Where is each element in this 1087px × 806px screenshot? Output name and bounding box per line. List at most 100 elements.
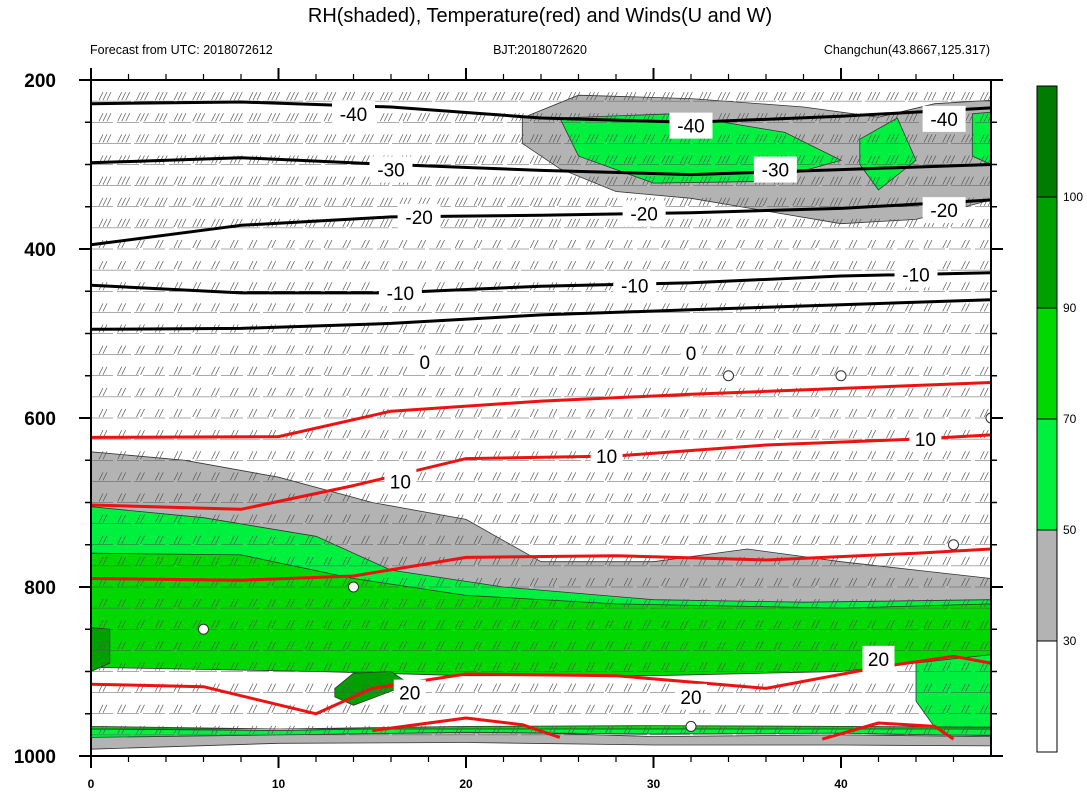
wind-barb — [867, 176, 881, 185]
wind-barb — [661, 260, 670, 270]
wind-barb — [811, 260, 820, 270]
wind-barb-tick — [908, 176, 914, 185]
wind-barb — [754, 324, 764, 333]
wind-barb — [136, 218, 149, 228]
wind-barb — [323, 176, 337, 185]
wind-barb-tick — [290, 134, 295, 143]
wind-barb — [454, 535, 464, 544]
wind-barb — [961, 324, 970, 333]
wind-barb — [736, 218, 749, 228]
wind-barb — [154, 514, 164, 523]
wind-barb-tick — [196, 197, 202, 206]
wind-barb-tick — [102, 514, 108, 523]
wind-barb — [623, 155, 637, 164]
wind-barb-tick — [323, 429, 329, 439]
wind-barb-tick — [698, 324, 704, 333]
wind-barb — [848, 514, 858, 523]
wind-barb-tick — [308, 598, 314, 608]
wind-barb-tick — [215, 387, 220, 397]
wind-barb-tick — [398, 134, 404, 143]
wind-barb-tick — [327, 260, 333, 270]
wind-barb — [417, 535, 427, 544]
wind-barb-tick — [740, 91, 745, 101]
wind-barb-tick — [1003, 198, 1007, 206]
wind-barb-tick — [890, 324, 895, 333]
wind-barb-tick — [777, 472, 783, 481]
wind-barb — [867, 514, 877, 523]
wind-barb-tick — [140, 472, 145, 481]
wind-barb-tick — [140, 598, 145, 608]
wind-barb-tick — [290, 176, 295, 185]
wind-barb — [436, 260, 445, 270]
wind-barb-tick — [815, 134, 820, 143]
wind-barb-tick — [792, 197, 798, 206]
wind-barb-tick — [908, 91, 914, 101]
wind-barb-tick — [646, 134, 652, 143]
wind-barb-tick — [552, 155, 558, 164]
wind-barb — [436, 535, 445, 544]
wind-barb-tick — [533, 218, 539, 228]
wind-barb-tick — [211, 451, 216, 460]
wind-barb-tick — [890, 472, 895, 481]
wind-barb-tick — [173, 535, 179, 544]
wind-barb — [136, 620, 145, 629]
wind-barb-tick — [361, 577, 366, 587]
wind-barb-tick — [965, 366, 970, 375]
wind-barb-tick — [811, 451, 816, 460]
wind-barb-tick — [796, 324, 802, 333]
wind-barb — [361, 260, 370, 270]
wind-barb-tick — [965, 91, 970, 101]
wind-barb-tick — [177, 218, 183, 228]
wind-barb-tick — [702, 577, 708, 587]
wind-barb-tick — [552, 345, 558, 354]
wind-barb-tick — [567, 176, 573, 185]
wind-barb-tick — [646, 91, 652, 101]
wind-barb-tick — [533, 345, 539, 354]
wind-barb-tick — [908, 408, 914, 418]
wind-barb-tick — [927, 155, 933, 164]
wind-barb-tick — [177, 134, 183, 143]
wind-barb-tick — [500, 91, 506, 101]
wind-barb-tick — [886, 282, 891, 291]
wind-barb — [999, 367, 1007, 375]
wind-barb-tick — [942, 134, 948, 143]
wind-barb-tick — [758, 577, 764, 587]
wind-barb-tick — [444, 155, 449, 164]
wind-barb-tick — [229, 345, 235, 354]
wind-barb — [999, 515, 1007, 523]
wind-barb — [773, 91, 787, 101]
wind-barb-tick — [192, 345, 198, 354]
wind-barb — [361, 451, 370, 460]
wind-barb — [904, 598, 914, 608]
wind-barb — [304, 514, 314, 523]
wind-barb — [679, 408, 689, 418]
wind-barb-tick — [458, 598, 464, 608]
wind-barb — [454, 239, 464, 249]
wind-barb-tick — [361, 387, 366, 397]
wind-barb-tick — [121, 303, 127, 312]
wind-barb-tick — [511, 345, 516, 354]
wind-barb-tick — [154, 535, 160, 544]
wind-barb-tick — [965, 239, 970, 249]
wind-barb-tick — [436, 345, 441, 354]
wind-barb — [154, 91, 168, 101]
wind-barb-tick — [211, 113, 216, 122]
wind-barb-tick — [158, 408, 164, 418]
wind-barb-tick — [608, 345, 614, 354]
wind-barb — [961, 366, 970, 375]
wind-barb-tick — [777, 282, 783, 291]
wind-barb — [529, 493, 539, 502]
wind-barb-tick — [98, 218, 104, 228]
wind-barb — [211, 303, 220, 312]
wind-barb-tick — [552, 134, 558, 143]
wind-barb-tick — [721, 197, 727, 206]
wind-barb-tick — [548, 514, 554, 523]
wind-barb — [361, 197, 374, 206]
wind-barb-tick — [154, 218, 160, 228]
wind-barb — [586, 345, 595, 354]
wind-barb — [267, 176, 281, 185]
wind-barb — [604, 429, 614, 439]
wind-barb — [492, 176, 506, 185]
wind-barb-tick — [402, 260, 408, 270]
wind-barb-tick — [229, 535, 235, 544]
